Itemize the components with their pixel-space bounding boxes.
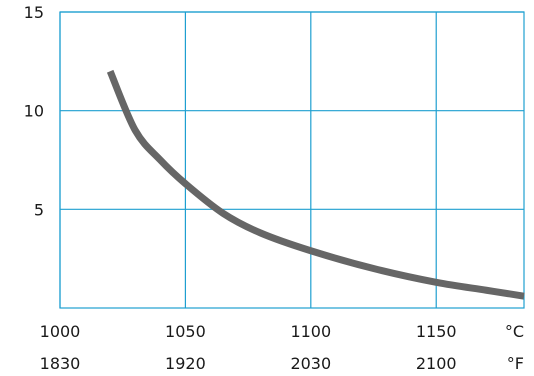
series-line	[106, 69, 525, 300]
x-tick-label-primary: 1050	[165, 322, 206, 341]
x-tick-label-primary: 1000	[40, 322, 81, 341]
x-tick-label-primary: 1150	[416, 322, 457, 341]
y-tick-label: 10	[24, 102, 44, 121]
y-tick-label: 15	[24, 3, 44, 22]
x-tick-label-secondary: 1830	[40, 354, 81, 373]
x-tick-label-secondary: 2100	[416, 354, 457, 373]
x-unit-primary-label: °C	[505, 322, 524, 341]
x-tick-label-secondary: 2030	[290, 354, 331, 373]
x-unit-secondary-label: °F	[507, 354, 524, 373]
chart-grid	[59, 11, 525, 309]
x-axis-tick-labels: 1000 1830 1050 1920 1100 2030 1150 2100	[40, 322, 457, 373]
x-tick-label-secondary: 1920	[165, 354, 206, 373]
chart-series	[106, 69, 525, 300]
y-tick-label: 5	[34, 200, 44, 219]
plot-frame	[59, 11, 525, 309]
y-axis-tick-labels: 5 10 15	[24, 3, 44, 219]
x-tick-label-primary: 1100	[290, 322, 331, 341]
